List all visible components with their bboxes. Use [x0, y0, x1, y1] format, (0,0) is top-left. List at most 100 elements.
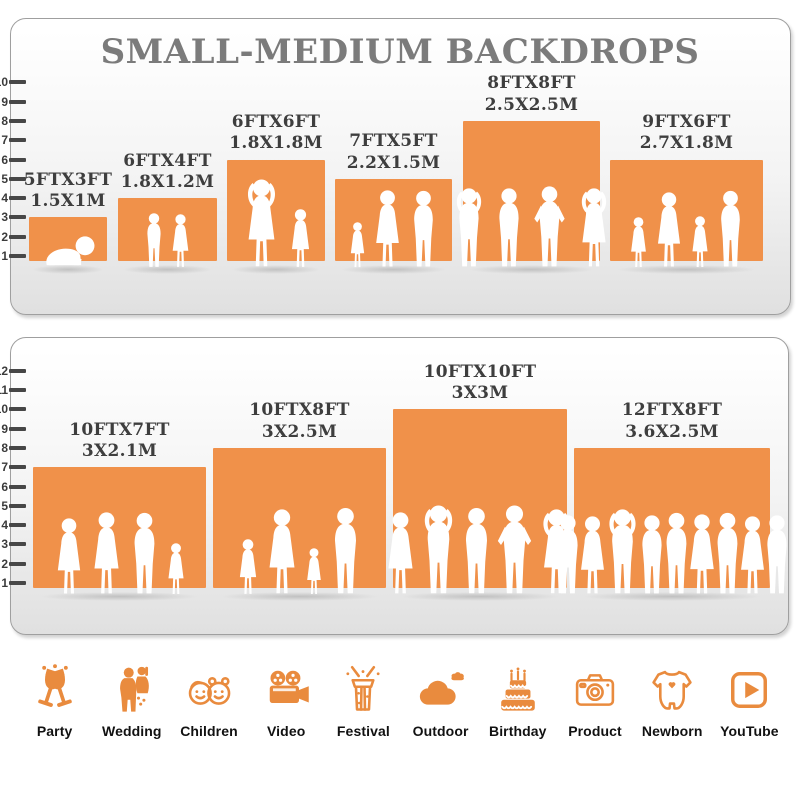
backdrop-size-ft: 6FTX4FT [123, 150, 212, 171]
axis-tick-label: 6 [1, 479, 8, 494]
floor-shadow [339, 264, 448, 274]
category-label: Outdoor [412, 723, 469, 739]
man-silhouette [134, 512, 154, 594]
woman-silhouette [740, 516, 764, 594]
product-icon [567, 660, 623, 716]
axis-tick-label: 7 [1, 133, 8, 148]
backdrop-size-ft: 5FTX3FT [23, 169, 113, 190]
category-youtube: YouTube [711, 660, 788, 739]
people-silhouettes [227, 179, 325, 268]
backdrop-size-m: 3X2.5M [261, 421, 338, 442]
axis-tick-mark [9, 368, 26, 373]
axis-tick-label: 2 [1, 556, 8, 571]
backdrop-size-m: 1.8X1.8M [229, 133, 323, 154]
backdrop-size-label: 6FTX4FT 1.8X1.2M [121, 151, 215, 194]
backdrop-size-ft: 10FTX10FT [423, 361, 537, 382]
axis-tick-mark [9, 445, 26, 450]
backdrop-size-m: 2.5X2.5M [484, 94, 579, 115]
backdrop-size-ft: 10FTX8FT [249, 400, 350, 421]
category-label: Children [180, 723, 238, 739]
axis-tick-mark [9, 426, 26, 431]
axis-tick-mark [9, 407, 26, 412]
backdrop-size-m: 2.7X1.8M [639, 133, 734, 154]
backdrop-size-label: 10FTX10FT 3X3M [424, 362, 537, 405]
backdrop-size-ft: 10FTX7FT [69, 419, 170, 440]
axis-tick-label: 4 [1, 518, 8, 533]
man-silhouette [666, 512, 686, 594]
axis-tick-mark [9, 196, 26, 201]
man-hips-silhouette [497, 505, 531, 594]
backdrop-size-label: 10FTX8FT 3X2.5M [249, 400, 350, 443]
people-silhouettes [335, 186, 452, 268]
woman-silhouette [580, 516, 604, 594]
axis-tick-mark [9, 388, 26, 392]
axis-tick-label: 9 [1, 94, 8, 109]
man-up-silhouette [608, 509, 636, 594]
man-silhouette [557, 515, 578, 594]
backdrop-bar [610, 159, 763, 274]
category-party: Party [16, 660, 93, 739]
man-silhouette [499, 188, 519, 267]
backdrop-size-ft: 8FTX8FT [487, 73, 576, 94]
category-children: Children [170, 660, 247, 739]
category-festival: Festival [325, 660, 402, 739]
category-label: Product [568, 723, 622, 739]
man-silhouette [335, 507, 356, 594]
baby-silhouette [45, 236, 94, 266]
axis-tick-mark [9, 561, 26, 566]
birthday-icon [490, 660, 546, 716]
axis-tick-label: 2 [1, 229, 8, 244]
axis-tick-label: 4 [1, 191, 8, 206]
girl-silhouette [630, 217, 646, 267]
axis-tick-mark [9, 215, 26, 220]
category-row: Party Wedding [16, 660, 788, 739]
floor-shadow [399, 591, 561, 601]
backdrop-size-m: 3X2.1M [81, 440, 158, 461]
backdrop-bar [29, 217, 107, 274]
backdrop-size-m: 3.6X2.5M [625, 421, 719, 442]
man-silhouette [414, 190, 433, 267]
girl-silhouette [239, 539, 257, 594]
axis-tick-label: 9 [1, 421, 8, 436]
man-up-silhouette [424, 505, 452, 594]
axis-tick-mark [9, 503, 26, 508]
floor-shadow [616, 265, 757, 274]
people-silhouettes [387, 503, 570, 595]
floor-shadow [230, 265, 322, 274]
woman-silhouette [269, 509, 295, 594]
backdrop-bar [456, 120, 607, 274]
axis-tick-mark [9, 80, 26, 85]
woman-silhouette [376, 190, 399, 267]
backdrop-bar [335, 178, 452, 274]
axis-tick-label: 5 [1, 498, 8, 513]
backdrop-bar [227, 159, 325, 274]
girl-silhouette [691, 216, 708, 267]
backdrop-size-label: 10FTX7FT 3X2.1M [69, 420, 170, 463]
people-silhouettes [33, 507, 206, 595]
floor-shadow [39, 591, 200, 601]
axis-tick-label: 5 [1, 171, 8, 186]
axis-tick-label: 12 [0, 363, 8, 378]
backdrop-size-ft: 7FTX5FT [349, 131, 438, 152]
category-outdoor: Outdoor [402, 660, 479, 739]
axis-tick-mark [9, 99, 26, 104]
backdrop-size-m: 1.8X1.2M [120, 171, 215, 192]
backdrop-size-ft: 6FTX6FT [231, 112, 321, 132]
category-label: Party [36, 723, 73, 739]
axis-tick-label: 1 [1, 249, 8, 263]
outdoor-icon [413, 660, 469, 716]
woman-up-silhouette [247, 179, 276, 267]
axis-tick-label: 3 [1, 210, 8, 225]
axis-tick-label: 6 [1, 152, 8, 167]
floor-shadow [219, 591, 380, 601]
axis-tick-mark [9, 254, 26, 258]
backdrop-bar [118, 198, 217, 274]
axis-tick-label: 11 [0, 383, 8, 397]
man-hips-silhouette [534, 186, 565, 267]
girl-silhouette [350, 222, 365, 268]
backdrop-size-label: 5FTX3FT 1.5X1M [24, 170, 112, 213]
girl-silhouette [307, 548, 321, 595]
backdrop-size-label: 9FTX6FT 2.7X1.8M [640, 112, 734, 155]
backdrop-bar [387, 409, 570, 601]
